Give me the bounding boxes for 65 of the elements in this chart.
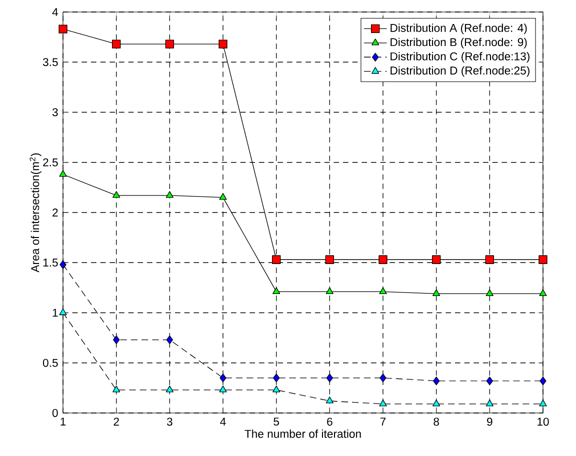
point xyxy=(112,386,120,392)
point xyxy=(432,376,440,386)
x-tick-label: 10 xyxy=(538,418,549,426)
point xyxy=(219,193,227,200)
point xyxy=(485,255,494,264)
x-tick-label: 5 xyxy=(274,418,280,426)
point xyxy=(218,40,228,48)
point xyxy=(112,40,121,48)
point xyxy=(326,287,334,294)
point xyxy=(486,400,494,406)
point xyxy=(432,255,441,264)
point xyxy=(272,287,280,294)
y-tick-label: 1 xyxy=(52,308,58,317)
y-tick-label: 2.5 xyxy=(43,158,58,166)
point xyxy=(272,374,280,382)
point xyxy=(432,289,440,296)
point xyxy=(113,335,120,344)
point xyxy=(539,400,547,406)
point xyxy=(58,24,68,34)
legend-label: Distribution D (Ref.node:25) xyxy=(390,66,530,77)
point xyxy=(272,255,281,264)
y-tick-label: 1.5 xyxy=(43,258,58,267)
x-tick-label: 3 xyxy=(166,418,172,426)
y-tick-label: 0 xyxy=(52,408,58,417)
point xyxy=(379,287,387,294)
point xyxy=(539,289,547,296)
point xyxy=(166,386,174,392)
legend-label: Distribution C (Ref.node:13) xyxy=(390,52,530,63)
point xyxy=(219,386,227,392)
point xyxy=(272,386,280,392)
x-tick-label: 6 xyxy=(327,418,332,426)
point xyxy=(538,255,548,264)
point xyxy=(378,255,388,264)
legend-label: Distribution A (Ref.node: 4) xyxy=(390,24,527,34)
point xyxy=(380,374,386,382)
point xyxy=(165,40,174,48)
x-tick-label: 8 xyxy=(434,418,439,426)
point xyxy=(540,376,546,386)
y-axis-title: Area of intersection(m$^{2}$) xyxy=(30,153,42,272)
point xyxy=(166,191,174,198)
x-tick-label: 9 xyxy=(487,418,492,426)
point xyxy=(432,400,440,406)
point xyxy=(59,170,67,177)
x-tick-label: 1 xyxy=(60,418,66,426)
x-tick-label: 4 xyxy=(220,418,226,426)
point xyxy=(325,255,334,264)
point xyxy=(486,289,494,296)
point xyxy=(60,260,66,269)
point xyxy=(486,376,493,386)
x-tick-label: 2 xyxy=(114,418,119,426)
y-tick-label: 3.5 xyxy=(42,58,58,66)
y-tick-label: 4 xyxy=(52,8,58,16)
point xyxy=(326,396,334,404)
x-axis-title: The number of iteration xyxy=(244,430,361,438)
y-tick-label: 3 xyxy=(52,108,58,116)
x-tick-label: 7 xyxy=(380,418,386,426)
point xyxy=(166,335,173,344)
point xyxy=(220,374,226,382)
y-tick-label: 0.5 xyxy=(42,358,58,367)
point xyxy=(379,400,387,406)
point xyxy=(112,191,120,198)
point xyxy=(326,374,333,382)
legend-label: Distribution B (Ref.node: 9) xyxy=(390,38,527,48)
y-tick-label: 2 xyxy=(52,208,58,216)
point xyxy=(59,308,67,316)
